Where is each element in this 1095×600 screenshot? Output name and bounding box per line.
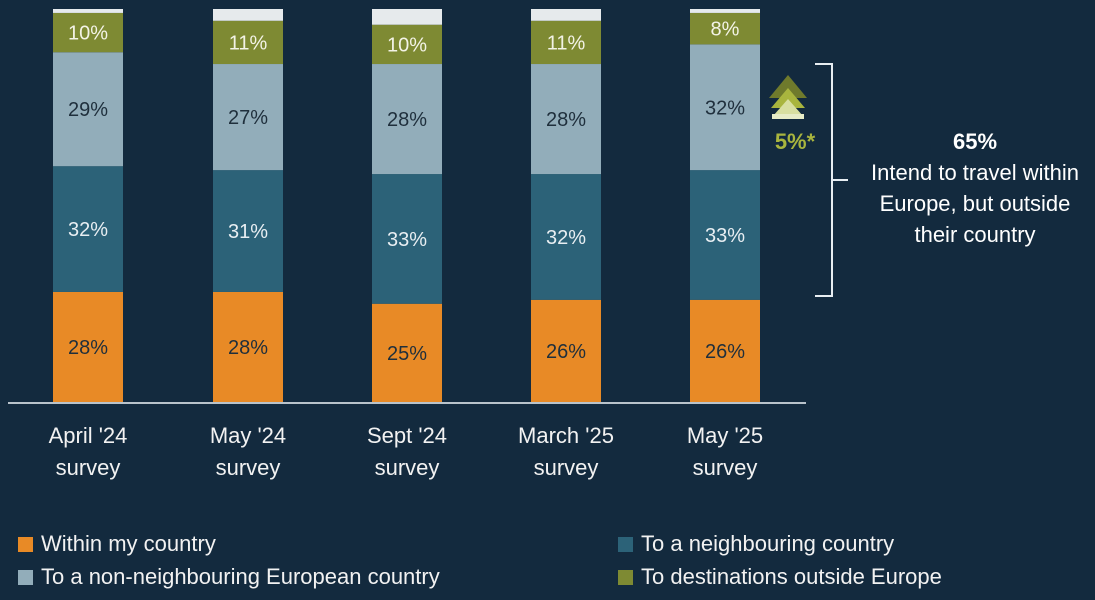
bar-value-label: 33% [387, 229, 427, 251]
bar-value-label: 29% [68, 99, 108, 121]
bar-value-label: 32% [68, 219, 108, 241]
bar-segment-outside-europe [531, 20, 601, 65]
europe-travel-callout: 65% Intend to travel within Europe, but … [850, 126, 1095, 250]
up-arrow-icon [771, 88, 805, 108]
bar-segment-neighbouring [213, 170, 283, 292]
bar-value-label: 27% [228, 107, 268, 129]
bar-value-label: 25% [387, 343, 427, 365]
bar-segment-within-country [531, 299, 601, 402]
bar-segment-within-country [213, 291, 283, 402]
up-arrow-base [772, 114, 804, 119]
x-tick-label: April '24 [49, 423, 128, 448]
bar-value-label: 28% [387, 109, 427, 131]
bar-value-label: 8% [711, 19, 740, 41]
x-tick-label: survey [56, 455, 121, 480]
bar-segment-outside-europe [53, 12, 123, 53]
bar-segment-non-neighbouring [531, 64, 601, 175]
bar-value-label: 32% [705, 97, 745, 119]
x-tick-label: March '25 [518, 423, 614, 448]
bar-value-label: 28% [68, 337, 108, 359]
bar-segment-non-neighbouring [372, 64, 442, 175]
x-tick-label: Sept '24 [367, 423, 447, 448]
bar-segment-remainder [213, 9, 283, 21]
up-arrow-icon [769, 75, 807, 98]
x-tick-label: survey [216, 455, 281, 480]
change-marker-label: 5%* [775, 129, 816, 154]
bar-segment-non-neighbouring [53, 52, 123, 167]
bar-value-label: 10% [68, 23, 108, 45]
bar-segment-neighbouring [531, 174, 601, 300]
bar-value-label: 10% [387, 34, 427, 56]
bar-segment-neighbouring [690, 170, 760, 300]
bar-segment-within-country [372, 303, 442, 402]
bar-value-label: 28% [546, 109, 586, 131]
bar-value-label: 26% [705, 341, 745, 363]
bar-segment-neighbouring [53, 166, 123, 292]
bar-segment-outside-europe [213, 20, 283, 65]
bar-segment-within-country [53, 291, 123, 402]
bar-segment-remainder [690, 9, 760, 13]
bar-value-label: 26% [546, 341, 586, 363]
callout-text: Intend to travel within Europe, but outs… [871, 160, 1079, 247]
bar-value-label: 11% [547, 32, 586, 54]
x-tick-label: survey [693, 455, 758, 480]
x-tick-label: May '24 [210, 423, 286, 448]
bar-value-label: 11% [229, 32, 268, 54]
bar-segment-remainder [372, 9, 442, 25]
bar-segment-remainder [531, 9, 601, 21]
callout-bracket [815, 63, 848, 297]
bar-segment-non-neighbouring [213, 64, 283, 171]
bar-value-label: 28% [228, 337, 268, 359]
bar-segment-remainder [53, 9, 123, 13]
bar-value-label: 31% [228, 221, 268, 243]
x-tick-label: survey [534, 455, 599, 480]
x-tick-label: survey [375, 455, 440, 480]
bar-segment-non-neighbouring [690, 44, 760, 171]
bar-value-label: 32% [546, 227, 586, 249]
bar-segment-outside-europe [690, 12, 760, 45]
bar-segment-neighbouring [372, 174, 442, 304]
bar-value-label: 33% [705, 225, 745, 247]
callout-percent: 65% [952, 129, 998, 154]
up-arrow-icon [773, 99, 803, 116]
bar-segment-within-country [690, 299, 760, 402]
bar-segment-outside-europe [372, 24, 442, 65]
x-tick-label: May '25 [687, 423, 763, 448]
